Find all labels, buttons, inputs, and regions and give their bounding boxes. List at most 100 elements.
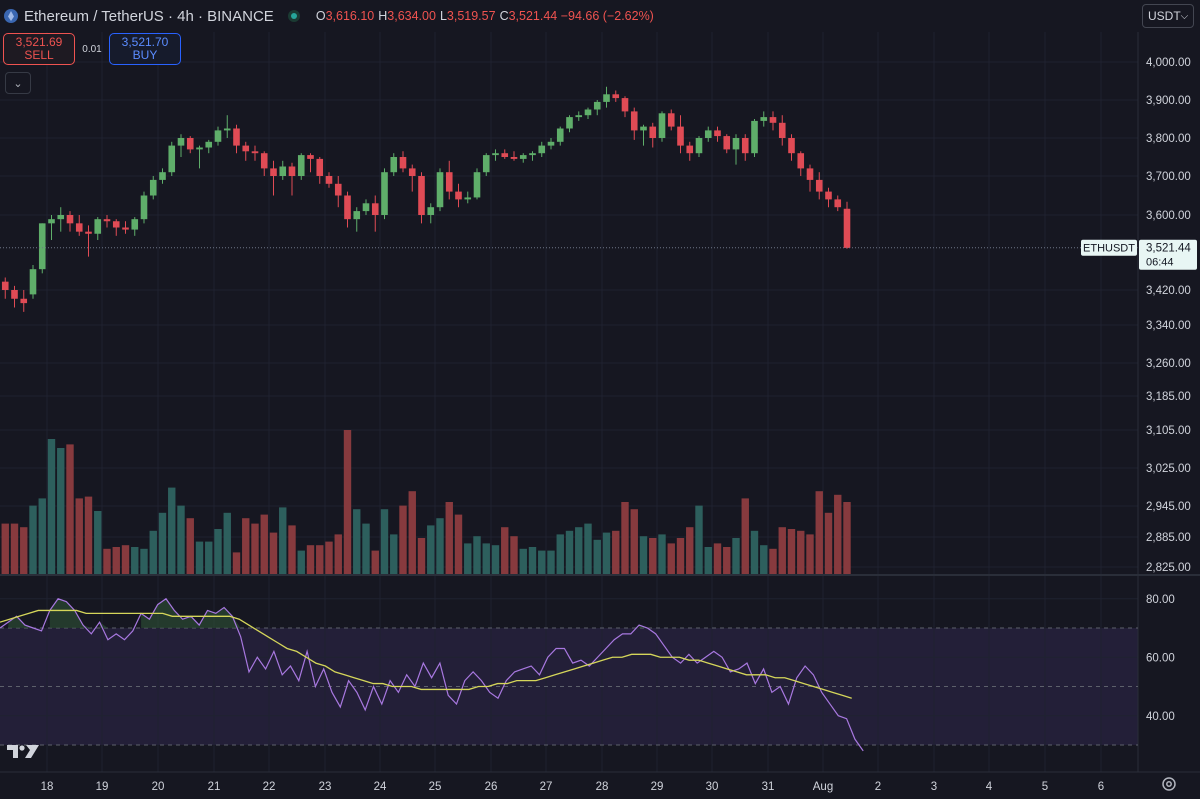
candle-body	[482, 155, 490, 173]
candle-body	[649, 126, 657, 138]
tradingview-logo-icon[interactable]	[6, 742, 40, 760]
volume-bar	[10, 523, 19, 574]
volume-bar	[741, 498, 749, 574]
time-tick-label: 20	[152, 781, 165, 793]
candle-body	[334, 183, 342, 196]
volume-bar	[834, 494, 842, 574]
candle-body	[196, 147, 203, 150]
candle-body	[760, 117, 768, 121]
candle-body	[519, 155, 527, 159]
candle-body	[640, 126, 647, 131]
volume-bar	[612, 530, 620, 574]
candle-body	[251, 151, 259, 154]
candle-body	[307, 155, 314, 159]
candle-body	[214, 130, 222, 142]
currency-select[interactable]: USDT ⌵	[1142, 4, 1194, 28]
ohlc-high: H3,634.00	[378, 9, 436, 23]
volume-bar	[223, 512, 231, 574]
candle-body	[168, 145, 176, 173]
candle-body	[547, 141, 555, 146]
volume-bar	[806, 534, 814, 574]
volume-bar	[29, 505, 37, 574]
volume-bar	[676, 538, 685, 574]
price-tick-label: 3,025.00	[1146, 463, 1191, 475]
volume-bar	[186, 518, 194, 574]
candle-body	[741, 138, 749, 154]
volume-bar	[575, 527, 583, 574]
candle-body	[593, 101, 601, 110]
candle-body	[455, 191, 462, 200]
price-tick-label: 3,800.00	[1146, 133, 1191, 145]
candle-body	[501, 153, 509, 157]
candle-body	[714, 130, 721, 137]
candle-body	[732, 138, 740, 150]
candle-body	[325, 176, 333, 184]
volume-bar	[732, 538, 740, 574]
candle-body	[20, 298, 28, 304]
candle-body	[658, 113, 666, 138]
volume-bar	[57, 448, 65, 574]
candle-body	[112, 221, 120, 228]
volume-bar	[713, 543, 722, 574]
time-tick-label: 2	[875, 781, 881, 793]
rsi-tick-label: 80.00	[1146, 594, 1175, 606]
candle-body	[825, 191, 832, 200]
candle-body	[723, 136, 731, 150]
candle-body	[242, 145, 250, 152]
price-tick-label: 3,340.00	[1146, 320, 1191, 332]
time-tick-label: 22	[263, 781, 276, 793]
candle-body	[371, 203, 379, 215]
time-tick-label: 31	[762, 781, 775, 793]
trade-panel: 3,521.69 SELL 0.01 3,521.70 BUY	[3, 33, 181, 65]
time-tick-label: 27	[540, 781, 553, 793]
candle-body	[677, 126, 684, 146]
sell-button[interactable]: 3,521.69 SELL	[3, 33, 75, 65]
candle-body	[843, 208, 851, 248]
candle-body	[566, 117, 573, 129]
volume-bar	[565, 530, 574, 574]
gear-icon[interactable]	[1161, 776, 1177, 792]
time-tick-label: 29	[651, 781, 664, 793]
candle-body	[29, 269, 37, 295]
candle-body	[695, 138, 703, 154]
price-tick-label: 2,885.00	[1146, 532, 1191, 544]
volume-bar	[158, 512, 167, 574]
candle-body	[815, 179, 823, 192]
volume-bar	[47, 439, 56, 574]
volume-bar	[380, 509, 389, 574]
volume-bar	[778, 527, 786, 574]
volume-bar	[353, 509, 361, 574]
volume-bar	[334, 534, 342, 574]
symbol-title[interactable]: Ethereum / TetherUS · 4h · BINANCE	[24, 7, 274, 25]
time-tick-label: 18	[41, 781, 54, 793]
volume-bar	[436, 518, 444, 574]
time-tick-label: 30	[706, 781, 719, 793]
volume-bar	[787, 529, 796, 574]
volume-bar	[343, 430, 352, 574]
volume-bar	[168, 487, 176, 574]
volume-bar	[242, 518, 250, 574]
candle-body	[159, 172, 166, 180]
candle-body	[436, 172, 444, 208]
time-tick-label: 6	[1098, 781, 1104, 793]
candle-body	[834, 199, 842, 208]
price-tick-label: 2,945.00	[1146, 501, 1191, 513]
collapse-legend-button[interactable]: ⌄	[5, 72, 31, 94]
volume-bar	[667, 543, 675, 574]
volume-bar	[251, 523, 259, 574]
volume-bar	[84, 496, 93, 574]
candle-body	[381, 172, 388, 215]
volume-bar	[704, 547, 712, 574]
symbol-tag-box	[1081, 239, 1137, 256]
candle-body	[344, 195, 351, 220]
volume-bar	[131, 547, 139, 574]
price-tick-label: 2,825.00	[1146, 562, 1191, 574]
candle-body	[704, 130, 712, 138]
price-tick-label: 3,185.00	[1146, 391, 1191, 403]
volume-bar	[843, 502, 851, 574]
volume-bar	[1, 523, 9, 574]
volume-bar	[140, 548, 148, 574]
buy-button[interactable]: 3,521.70 BUY	[109, 33, 181, 65]
